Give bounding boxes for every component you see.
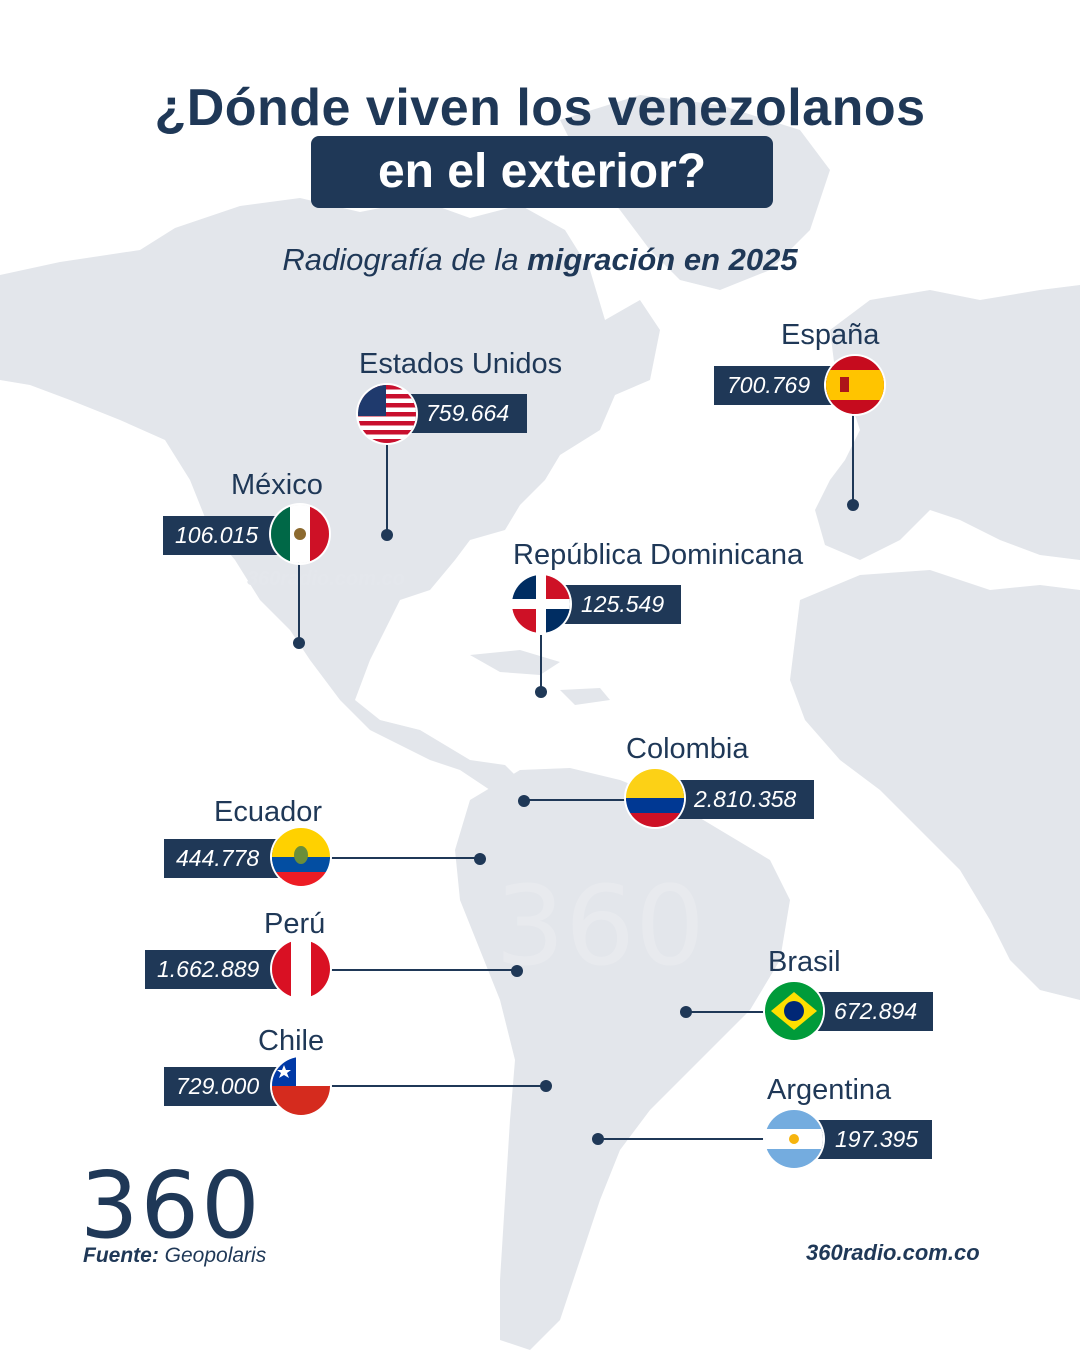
peru-label: Perú (264, 908, 326, 940)
usa-value: 759.664 (395, 394, 527, 433)
brazil-leader-line (686, 1011, 768, 1013)
brand-logo: 360 (80, 1152, 262, 1259)
mexico-location-dot (293, 637, 305, 649)
peru-leader-line (325, 969, 517, 971)
africa-landmass (790, 570, 1080, 1000)
europe-landmass (815, 285, 1080, 560)
south-america-landmass (455, 768, 790, 1350)
dominican-republic-label: República Dominicana (513, 539, 804, 571)
colombia-value: 2.810.358 (662, 780, 814, 819)
chile-location-dot (540, 1080, 552, 1092)
spain-leader-line (852, 410, 854, 504)
north-america-landmass (0, 198, 660, 790)
title-line-1: ¿Dónde viven los venezolanos (154, 79, 926, 137)
usa-leader-line (386, 414, 388, 536)
colombia-label: Colombia (626, 733, 749, 765)
watermark-url: 360radio.com.co (247, 568, 405, 590)
spain-flag-icon (826, 356, 884, 414)
brazil-flag-icon (765, 982, 823, 1040)
website-url: 360radio.com.co (806, 1240, 980, 1265)
ecuador-label: Ecuador (214, 796, 323, 828)
peru-location-dot (511, 965, 523, 977)
colombia-location-dot (518, 795, 530, 807)
argentina-location-dot (592, 1133, 604, 1145)
mexico-leader-line (298, 560, 300, 644)
source-name: Geopolaris (158, 1244, 267, 1267)
mexico-label: México (231, 469, 323, 501)
usa-flag-icon (358, 385, 416, 443)
spain-label: España (781, 319, 880, 351)
title-highlight-box (311, 136, 773, 208)
peru-flag-icon (272, 940, 330, 998)
subtitle: Radiografía de la migración en 2025 (0, 242, 1080, 278)
argentina-leader-line (598, 1138, 768, 1140)
chile-label: Chile (258, 1025, 325, 1057)
chile-leader-line (325, 1085, 545, 1087)
subtitle-emphasis: migración en 2025 (527, 242, 798, 277)
argentina-label: Argentina (767, 1074, 892, 1106)
usa-location-dot (381, 529, 393, 541)
dominican-republic-leader-line (540, 630, 542, 692)
ecuador-leader-line (325, 857, 480, 859)
dominican-republic-flag-icon (512, 575, 570, 633)
title-line-2: en el exterior? (377, 145, 707, 198)
dominican-republic-value: 125.549 (548, 585, 681, 624)
chile-flag-icon (272, 1057, 330, 1115)
colombia-leader-line (524, 799, 630, 801)
brazil-value: 672.894 (801, 992, 933, 1031)
mexico-flag-icon (271, 505, 329, 563)
ecuador-location-dot (474, 853, 486, 865)
dominican-republic-location-dot (535, 686, 547, 698)
subtitle-prefix: Radiografía de la (282, 242, 528, 277)
brazil-label: Brasil (768, 946, 841, 978)
watermark-logo: 360 (495, 862, 705, 990)
spain-location-dot (847, 499, 859, 511)
source-label: Fuente: (83, 1244, 159, 1267)
argentina-flag-icon (765, 1110, 823, 1168)
usa-label: Estados Unidos (359, 348, 563, 380)
ecuador-flag-icon (272, 828, 330, 886)
source-note: Fuente: Geopolaris (83, 1244, 266, 1268)
brazil-location-dot (680, 1006, 692, 1018)
colombia-flag-icon (626, 769, 684, 827)
